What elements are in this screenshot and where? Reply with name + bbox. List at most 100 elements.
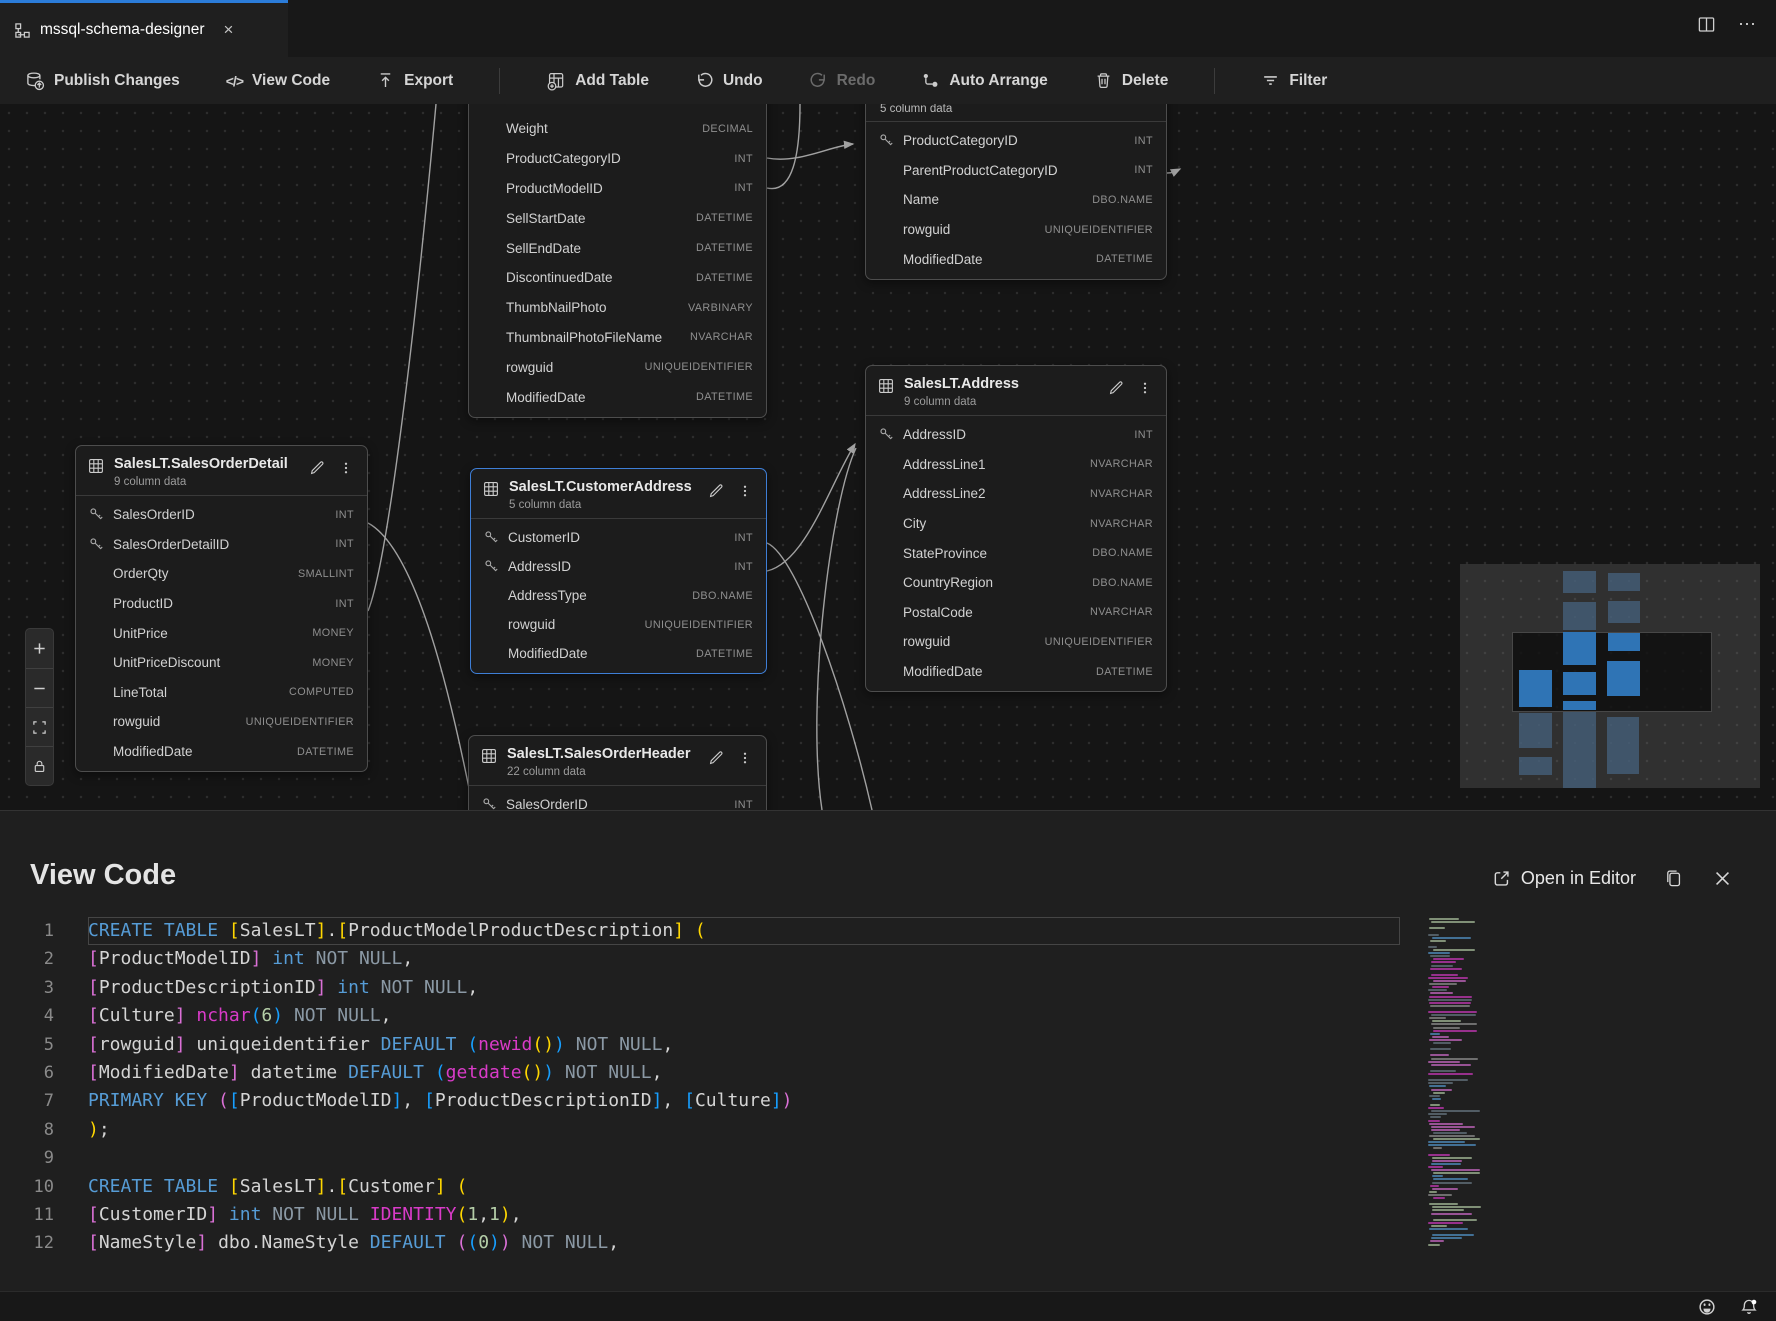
table-row[interactable]: StateProvince DBO.NAME [866,538,1166,568]
table-card-sales-order-header[interactable]: SalesLT.SalesOrderHeader 22 column data Sa… [468,735,767,810]
table-row[interactable]: ModifiedDate DATETIME [866,244,1166,274]
table-menu-icon[interactable] [736,481,754,501]
table-row[interactable]: AddressID INT [471,552,766,581]
table-row[interactable]: ModifiedDate DATETIME [469,382,766,412]
redo-button[interactable]: Redo [809,71,875,90]
table-row[interactable]: City NVARCHAR [866,509,1166,539]
table-row[interactable]: UnitPrice MONEY [76,618,367,648]
column-type: INT [734,560,753,573]
filter-button[interactable]: Filter [1261,71,1327,90]
publish-changes-button[interactable]: Publish Changes [25,71,180,91]
table-row[interactable]: ModifiedDate DATETIME [866,657,1166,687]
code-minimap-line [1429,927,1445,930]
table-row[interactable]: ProductCategoryID INT [469,144,766,174]
table-row[interactable]: AddressLine2 NVARCHAR [866,479,1166,509]
zoom-out-button[interactable] [26,668,53,707]
table-row[interactable]: rowguid UNIQUEIDENTIFIER [471,610,766,639]
table-row[interactable]: AddressID INT [866,420,1166,450]
table-menu-icon[interactable] [1136,378,1154,398]
minimap-table-rect [1519,670,1552,707]
code-minimap-line [1431,1125,1475,1128]
table-menu-icon[interactable] [337,458,355,478]
code-minimap-line [1432,1209,1464,1212]
table-row[interactable]: ParentProductCategoryID INT [866,156,1166,186]
tab-close-icon[interactable]: × [223,20,234,39]
table-row[interactable]: Name DBO.NAME [866,185,1166,215]
table-row[interactable]: rowguid UNIQUEIDENTIFIER [76,707,367,737]
table-row[interactable]: rowguid UNIQUEIDENTIFIER [469,352,766,382]
zoom-in-button[interactable] [26,629,53,668]
edit-table-icon[interactable] [307,458,327,478]
table-card-address[interactable]: SalesLT.Address 9 column data AddressID INT… [865,365,1167,693]
table-row[interactable]: AddressType DBO.NAME [471,581,766,610]
code-minimap-line [1430,1054,1449,1057]
table-row[interactable]: SalesOrderDetailID INT [76,530,367,560]
close-panel-icon[interactable] [1711,867,1734,890]
table-row[interactable]: DiscontinuedDate DATETIME [469,263,766,293]
table-row[interactable]: SalesOrderID INT [76,500,367,530]
table-row[interactable]: ModifiedDate DATETIME [76,737,367,767]
canvas-minimap[interactable] [1460,564,1760,788]
column-name: OrderQty [113,566,169,582]
table-row[interactable]: OrderQty SMALLINT [76,559,367,589]
code-minimap-line [1432,1097,1441,1100]
tab-mssql-schema-designer[interactable]: mssql-schema-designer × [0,0,288,57]
open-in-editor-button[interactable]: Open in Editor [1492,868,1636,889]
notifications-bell-icon[interactable] [1740,1298,1758,1316]
table-card-product-category[interactable]: 5 column data ProductCategoryID INT ParentP… [865,104,1167,280]
table-row[interactable]: PostalCode NVARCHAR [866,598,1166,628]
table-row[interactable]: CountryRegion DBO.NAME [866,568,1166,598]
edit-table-icon[interactable] [706,481,726,501]
fit-view-button[interactable] [26,707,53,746]
sql-code-block[interactable]: 1 CREATE TABLE [SalesLT].[ProductModelPro… [0,917,1400,1258]
table-card-customer-address[interactable]: SalesLT.CustomerAddress 5 column data Cust… [470,468,767,674]
table-menu-icon[interactable] [736,748,754,768]
add-table-button[interactable]: Add Table [546,71,649,91]
edit-table-icon[interactable] [1106,378,1126,398]
table-row[interactable]: ModifiedDate DATETIME [471,639,766,668]
line-number: 2 [43,949,54,970]
table-card-product[interactable]: Weight DECIMAL ProductCategoryID INT Product… [468,104,767,418]
code-minimap[interactable] [1426,918,1484,1248]
code-minimap-line [1431,1237,1462,1240]
auto-arrange-button[interactable]: Auto Arrange [921,71,1048,90]
export-button[interactable]: Export [376,71,453,90]
schema-canvas[interactable]: Weight DECIMAL ProductCategoryID INT Product… [0,104,1776,810]
copy-code-icon[interactable] [1662,867,1685,890]
table-row[interactable]: Weight DECIMAL [469,114,766,144]
more-actions-icon[interactable]: ⋯ [1738,14,1758,34]
table-card-sales-order-detail[interactable]: SalesLT.SalesOrderDetail 9 column data Sal… [75,445,368,773]
table-row[interactable]: ProductCategoryID INT [866,126,1166,156]
view-code-button[interactable]: </> View Code [225,71,331,89]
code-minimap-line [1433,949,1475,951]
undo-button[interactable]: Undo [695,71,763,90]
table-row[interactable]: LineTotal COMPUTED [76,678,367,708]
delete-button[interactable]: Delete [1094,71,1168,90]
table-row[interactable]: UnitPriceDiscount MONEY [76,648,367,678]
column-type: INT [734,531,753,544]
table-row[interactable]: SellEndDate DATETIME [469,233,766,263]
code-minimap-line [1433,1131,1467,1134]
primary-key-icon [879,133,894,148]
add-table-icon [546,71,566,91]
lock-button[interactable] [26,746,53,785]
table-row[interactable]: SellStartDate DATETIME [469,203,766,233]
edit-table-icon[interactable] [706,748,726,768]
table-row[interactable]: rowguid UNIQUEIDENTIFIER [866,627,1166,657]
column-type: DATETIME [696,242,753,255]
table-row[interactable]: ThumbnailPhotoFileName NVARCHAR [469,323,766,353]
code-minimap-line [1428,1079,1468,1082]
table-row[interactable]: SalesOrderID INT [469,790,766,810]
feedback-smiley-icon[interactable] [1698,1298,1716,1316]
table-row[interactable]: ThumbNailPhoto VARBINARY [469,293,766,323]
line-number: 3 [43,977,54,998]
code-minimap-line [1429,1017,1446,1020]
code-minimap-line [1431,961,1456,964]
table-row[interactable]: ProductModelID INT [469,174,766,204]
code-minimap-line [1431,1014,1476,1017]
table-row[interactable]: CustomerID INT [471,523,766,552]
table-row[interactable]: rowguid UNIQUEIDENTIFIER [866,215,1166,245]
split-editor-icon[interactable] [1697,15,1716,34]
table-row[interactable]: ProductID INT [76,589,367,619]
table-row[interactable]: AddressLine1 NVARCHAR [866,450,1166,480]
